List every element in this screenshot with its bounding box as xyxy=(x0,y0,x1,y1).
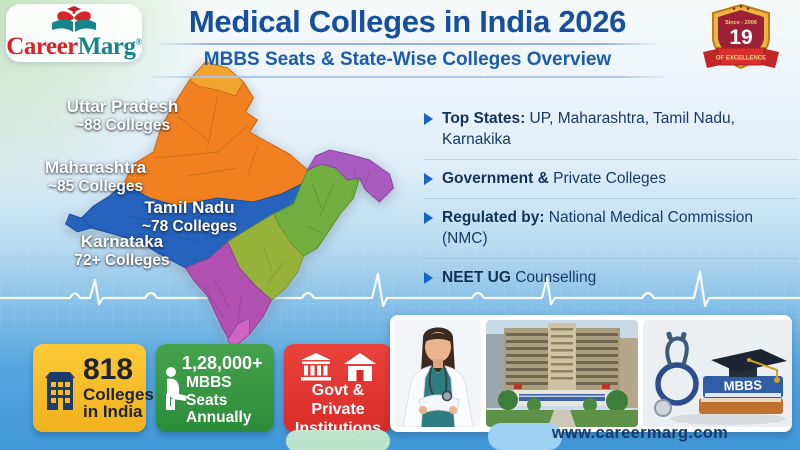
stats-cards: 818 Colleges in India 1,28,000+ MBBS Sea… xyxy=(33,344,392,437)
brand-logo: CareerMarg® xyxy=(6,4,142,62)
student-seat-icon xyxy=(166,367,187,410)
svg-text:OF EXCELLENCE: OF EXCELLENCE xyxy=(716,56,766,62)
mbbs-books-photo: MBBS xyxy=(643,320,792,427)
key-facts-list: Top States: UP, Maharashtra, Tamil Nadu,… xyxy=(424,100,798,297)
photo-strip: MBBS xyxy=(390,315,792,432)
website-link[interactable]: www.careermarg.com xyxy=(551,424,729,442)
title-divider xyxy=(153,42,662,45)
brand-name: CareerMarg® xyxy=(6,33,142,60)
college-building-photo xyxy=(486,320,638,427)
list-item-govt-private: Government & Private Colleges xyxy=(424,160,798,199)
stat-value: 1,28,000+ xyxy=(182,353,263,373)
stat-label: MBBS Seats xyxy=(186,373,232,409)
stat-card-mbbs-seats: 1,28,000+ MBBS Seats Annually xyxy=(156,344,274,432)
govt-bank-icon xyxy=(301,353,331,381)
page-subtitle: MBBS Seats & State-Wise Colleges Overvie… xyxy=(203,48,612,70)
bullet-arrow-icon xyxy=(424,172,433,185)
careermarg-logo-icon xyxy=(52,6,96,32)
header: Medical Colleges in India 2026 MBBS Seat… xyxy=(145,4,670,78)
bullet-arrow-icon xyxy=(424,113,433,125)
stat-label: Annually xyxy=(186,409,252,427)
list-item-top-states: Top States: UP, Maharashtra, Tamil Nadu,… xyxy=(424,100,798,160)
page-title: Medical Colleges in India 2026 xyxy=(188,4,627,39)
private-house-icon xyxy=(344,353,376,381)
svg-text:19: 19 xyxy=(729,26,752,49)
ecg-heartbeat-icon xyxy=(0,270,800,308)
map-region-northeast xyxy=(306,149,395,203)
stat-card-colleges: 818 Colleges in India xyxy=(33,344,154,432)
svg-text:MBBS: MBBS xyxy=(723,377,762,393)
subtitle-divider xyxy=(145,75,670,78)
stat-value: 818 xyxy=(83,353,134,386)
india-map xyxy=(65,61,395,349)
stat-label: Govt & Private xyxy=(311,382,365,419)
map-region-southcentral xyxy=(226,213,305,301)
anniversary-badge-icon: Since - 2006 19 GLORIOUS YEARS OF EXCELL… xyxy=(703,3,779,70)
bullet-arrow-icon xyxy=(424,211,433,224)
bullet-arrow-icon xyxy=(424,271,433,284)
doctor-photo xyxy=(395,320,481,427)
list-item-neet-ug: NEET UG Counselling xyxy=(424,259,798,297)
stat-label: Colleges xyxy=(83,384,154,404)
list-item-regulated-by: Regulated by: National Medical Commissio… xyxy=(424,199,798,259)
stat-card-institutions: Govt & Private Institutions xyxy=(284,344,392,437)
building-icon xyxy=(45,372,75,410)
map-region-south xyxy=(184,241,273,349)
decorative-tab-blue xyxy=(488,423,562,450)
stat-label: in India xyxy=(83,402,143,422)
decorative-tab-mint xyxy=(286,430,390,450)
svg-text:Since - 2006: Since - 2006 xyxy=(725,20,757,26)
